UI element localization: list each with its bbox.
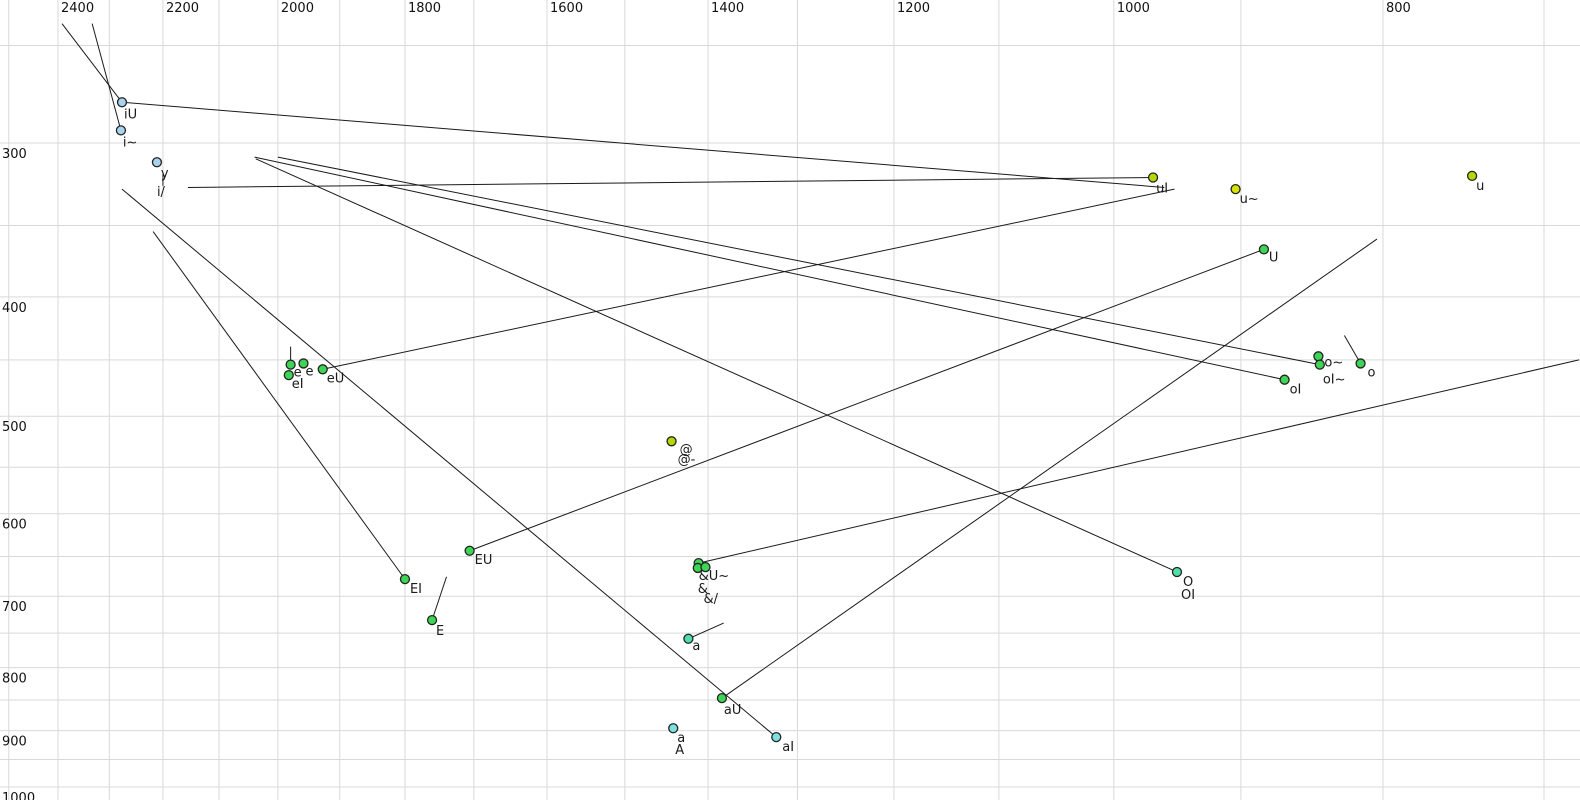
point-y[interactable] [151, 157, 163, 168]
point-EI[interactable] [399, 573, 411, 585]
trajectory-oI-glide [254, 156, 1285, 381]
point-U[interactable] [1258, 244, 1270, 255]
point-@[interactable] [666, 436, 677, 447]
point-o~[interactable] [1313, 351, 1324, 362]
point-i~[interactable] [115, 125, 127, 136]
point-label-EI: EI [410, 582, 422, 597]
x-axis-tick-label: 2000 [281, 1, 314, 16]
point-label-@: @ [680, 442, 693, 457]
trajectory-aI-glide [121, 188, 777, 738]
point-label-a: a [692, 639, 700, 654]
x-axis-tick-label: 800 [1386, 1, 1411, 16]
point-label-o~: o~ [1324, 355, 1343, 370]
x-axis-tick-label: 2400 [61, 1, 94, 16]
point-label-y: y [161, 166, 169, 181]
point-label-e: e [305, 364, 313, 379]
point-oI[interactable] [1279, 374, 1290, 385]
point-&/[interactable] [700, 562, 711, 573]
y-axis-tick-label: 400 [2, 301, 27, 316]
trajectory-oI~-glide [277, 156, 1320, 366]
point-label-@-: @- [678, 452, 696, 467]
point-label-a: a [677, 731, 685, 746]
point-label-A: A [675, 743, 684, 758]
point-aU[interactable] [716, 693, 728, 704]
y-axis-tick-label: 1000 [2, 791, 35, 800]
x-axis-tick-label: 1000 [1117, 1, 1150, 16]
point-O[interactable] [1171, 566, 1183, 578]
point-a[interactable] [668, 723, 679, 734]
point-label-aU: aU [724, 703, 741, 718]
x-axis-tick-label: 1200 [897, 1, 930, 16]
trajectory-OI-glide [255, 158, 1178, 573]
point-u[interactable] [1466, 170, 1478, 181]
point-label-u: u [1476, 179, 1484, 194]
point-label-oI: oI [1290, 383, 1302, 398]
trajectory-iU-glide [121, 101, 1165, 188]
point-label-&U~: &U~ [699, 569, 730, 584]
trajectory-a-tick [688, 622, 724, 640]
point-EU[interactable] [464, 545, 475, 556]
axis-labels: 2400 2200 2000 1800 1600 1400 1200 1000 800 300 40… [2, 1, 1411, 800]
point-label-o: o [1368, 365, 1376, 380]
y-axis-tick-label: 700 [2, 600, 27, 615]
point-u~[interactable] [1230, 183, 1241, 195]
point-aI[interactable] [771, 731, 782, 743]
x-axis-tick-label: 1800 [408, 1, 441, 16]
point-label-&/: &/ [703, 592, 718, 607]
point-uI[interactable] [1147, 172, 1159, 183]
y-axis-tick-label: 300 [2, 147, 27, 162]
point-label-uI: uI [1156, 182, 1168, 197]
point-label-u~: u~ [1240, 192, 1259, 207]
point-label-eU: eU [327, 371, 345, 386]
y-axis-tick-label: 800 [2, 672, 27, 687]
point-iU[interactable] [116, 97, 128, 108]
trajectory-EU-glide [469, 248, 1265, 552]
point-E[interactable] [426, 614, 438, 626]
trajectory-lines [61, 23, 1580, 738]
point-oI~[interactable] [1314, 359, 1325, 370]
point-label-OI: OI [1181, 588, 1195, 603]
point-e[interactable] [298, 358, 309, 369]
trajectory-uI-glide [187, 177, 1154, 188]
point-label-aI: aI [782, 740, 794, 755]
point-label-U: U [1269, 250, 1279, 265]
point-a[interactable] [683, 633, 694, 644]
x-axis-tick-label: 1400 [711, 1, 744, 16]
trajectory-E-tick [431, 576, 448, 621]
trajectory-eU-glide [322, 188, 1175, 370]
x-axis-tick-label: 1600 [550, 1, 583, 16]
point-label-E: E [436, 624, 444, 639]
point-label-i/: i/ [157, 185, 166, 200]
point-eI[interactable] [283, 369, 294, 381]
point-eU[interactable] [317, 364, 328, 375]
y-axis-tick-label: 600 [2, 518, 27, 533]
point-label-iU: iU [124, 107, 137, 122]
trajectory-o-tick [1343, 335, 1361, 364]
point-e[interactable] [285, 359, 296, 370]
trajectory-i~-tail [91, 23, 122, 131]
point-label-e: e [294, 366, 302, 381]
y-axis-tick-label: 500 [2, 420, 27, 435]
point-label-eI: eI [292, 377, 304, 392]
point-o[interactable] [1355, 358, 1366, 369]
point-label-&: & [698, 582, 708, 597]
point-label-O: O [1183, 575, 1193, 590]
trajectory-EI-glide [152, 231, 406, 580]
y-axis-tick-label: 900 [2, 735, 27, 750]
point-label-i~: i~ [123, 135, 138, 150]
point-label-EU: EU [475, 553, 493, 568]
trajectory-iU-tail [61, 23, 123, 103]
point-label-oI~: oI~ [1323, 373, 1346, 388]
trajectory-aU-glide [721, 238, 1378, 699]
trajectory-&U~-glide [698, 359, 1580, 564]
x-axis-tick-label: 2200 [166, 1, 199, 16]
